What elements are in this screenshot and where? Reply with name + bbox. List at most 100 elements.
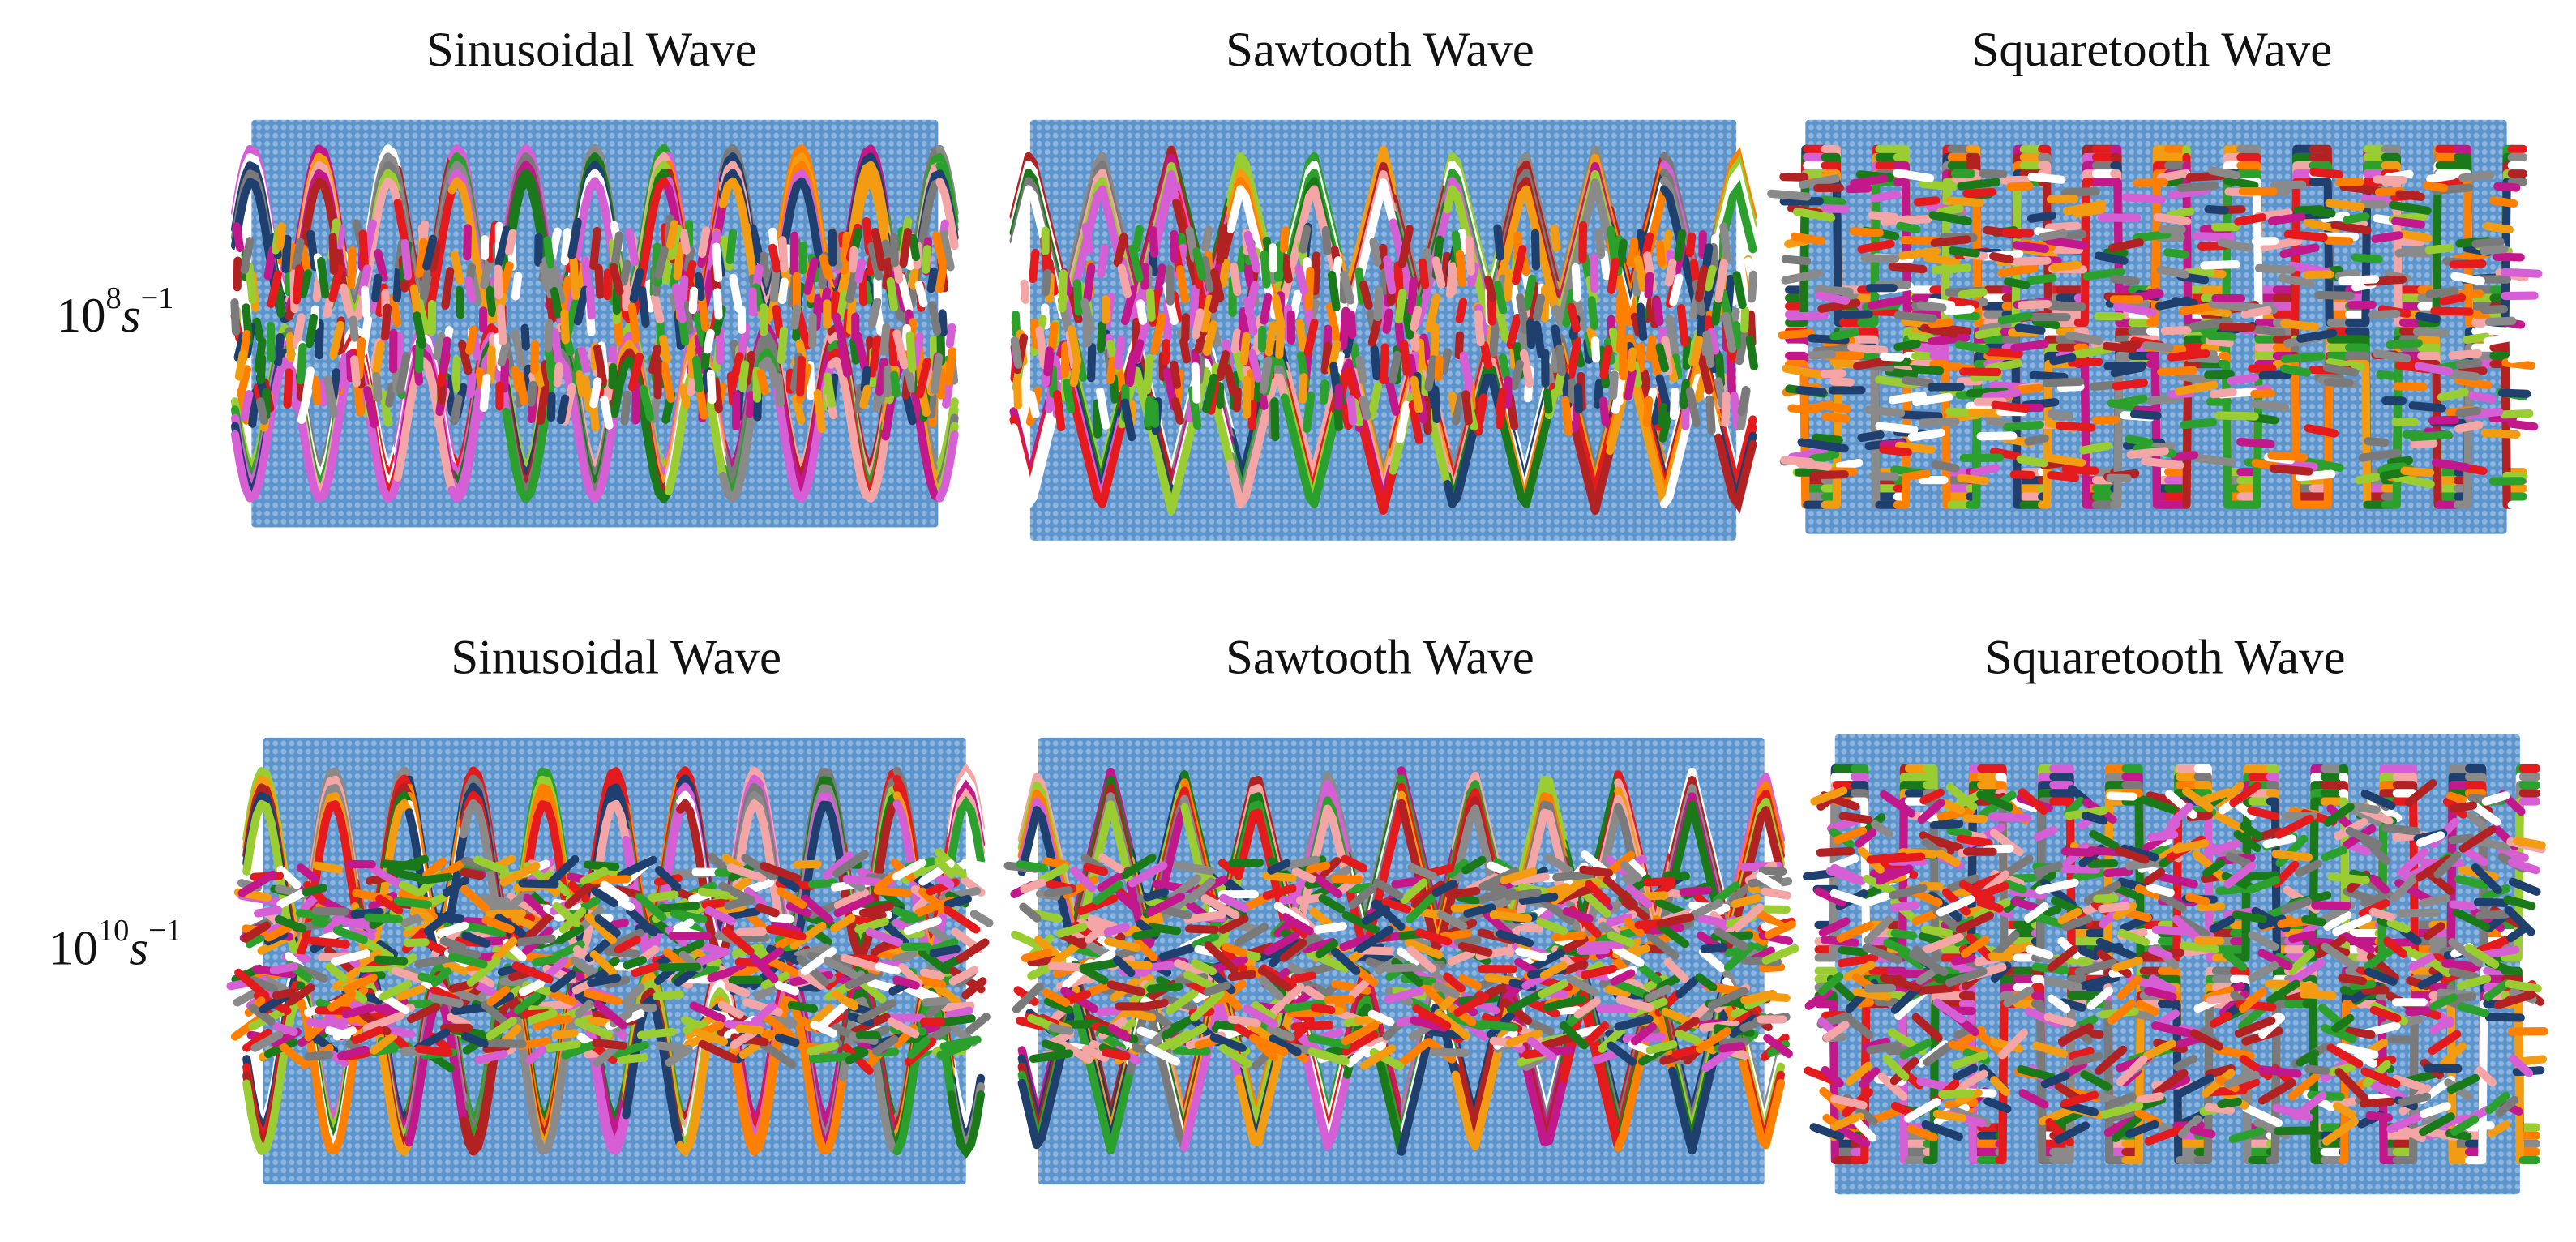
- chain: [2004, 277, 2030, 289]
- chain: [2136, 1092, 2164, 1104]
- chain: [2253, 325, 2287, 336]
- chain: [694, 272, 705, 302]
- chain: [903, 916, 942, 936]
- chain: [1357, 946, 1394, 956]
- chain: [2214, 1045, 2255, 1060]
- chain: [266, 321, 276, 362]
- chain: [871, 1034, 899, 1056]
- chain: [935, 430, 959, 503]
- chain: [1060, 341, 1070, 379]
- chain: [619, 259, 631, 286]
- chain: [1306, 861, 1331, 874]
- chain: [1493, 280, 1508, 315]
- chain: [1313, 922, 1347, 934]
- chain: [2260, 237, 2303, 251]
- chain: [546, 293, 557, 323]
- chain: [2144, 987, 2177, 1001]
- chain: [1625, 884, 1653, 909]
- chain: [1270, 397, 1280, 442]
- chain: [2202, 859, 2226, 878]
- chain: [627, 353, 644, 392]
- chain: [810, 1020, 838, 1038]
- chain: [1380, 268, 1389, 295]
- chain: [450, 394, 463, 426]
- chain: [1923, 254, 1961, 267]
- chain: [1911, 1013, 1943, 1043]
- chain: [892, 329, 909, 370]
- chain: [1125, 351, 1138, 388]
- chain: [550, 970, 577, 993]
- chain: [1528, 949, 1565, 972]
- chain: [2392, 773, 2420, 938]
- chain: [1132, 928, 1161, 940]
- chain: [832, 850, 869, 878]
- chain: [1334, 366, 1397, 515]
- chain: [2034, 825, 2058, 842]
- label-exp: 10: [98, 914, 130, 948]
- chain: [1496, 929, 1534, 948]
- chain: [1120, 285, 1137, 326]
- chain: [1821, 412, 1851, 423]
- chain: [2276, 460, 2318, 471]
- chain: [1315, 875, 1343, 898]
- chain: [1461, 390, 1473, 426]
- chain: [2192, 453, 2236, 467]
- chain: [849, 336, 861, 365]
- chain: [2423, 922, 2445, 940]
- chain: [1698, 947, 1727, 973]
- chain: [242, 1028, 272, 1052]
- chain: [2360, 789, 2396, 810]
- chain: [1599, 345, 1613, 379]
- chain: [1544, 853, 1573, 875]
- chain: [1555, 344, 1566, 377]
- chain: [1598, 1025, 1627, 1053]
- chain: [2061, 465, 2099, 475]
- chain: [1864, 915, 1893, 944]
- chain: [577, 345, 591, 373]
- chain: [1359, 280, 1373, 310]
- chain: [587, 974, 622, 987]
- chain: [1573, 383, 1583, 414]
- chain: [233, 256, 242, 292]
- chain: [1419, 981, 1448, 1009]
- chain: [2236, 169, 2263, 319]
- chain: [1821, 204, 1850, 213]
- chain: [2074, 958, 2117, 976]
- chain: [2111, 1114, 2142, 1143]
- chain: [1407, 863, 1437, 880]
- chain: [564, 883, 592, 909]
- chain: [2129, 409, 2162, 420]
- chain: [2242, 1103, 2283, 1128]
- chain: [1483, 275, 1497, 302]
- chain: [942, 380, 954, 409]
- chain: [617, 855, 657, 880]
- chain: [1016, 860, 1049, 872]
- chain: [1551, 931, 1587, 942]
- chain: [2240, 306, 2272, 319]
- chain: [2475, 910, 2511, 920]
- chain: [2420, 1102, 2451, 1119]
- chain: [1359, 1044, 1397, 1070]
- chain: [567, 217, 582, 259]
- chain: [2334, 269, 2360, 281]
- chain: [1608, 327, 1621, 353]
- chain: [1281, 253, 1293, 284]
- chain: [2250, 400, 2290, 412]
- chain: [1781, 255, 1812, 266]
- chain: [1930, 235, 1971, 247]
- chain: [1907, 332, 1936, 343]
- chain: [1867, 295, 1909, 310]
- chain: [1903, 1098, 1941, 1123]
- chain: [1191, 308, 1205, 340]
- chain: [909, 233, 921, 262]
- chain: [491, 936, 518, 963]
- chain: [1989, 448, 2022, 460]
- chain: [1740, 306, 1750, 333]
- chain: [2482, 325, 2518, 337]
- chain: [2386, 1111, 2427, 1133]
- chain: [593, 1043, 619, 1068]
- chain: [2223, 862, 2257, 889]
- chain: [1950, 953, 1976, 966]
- chain: [1427, 1027, 1468, 1040]
- chain: [1539, 1032, 1580, 1050]
